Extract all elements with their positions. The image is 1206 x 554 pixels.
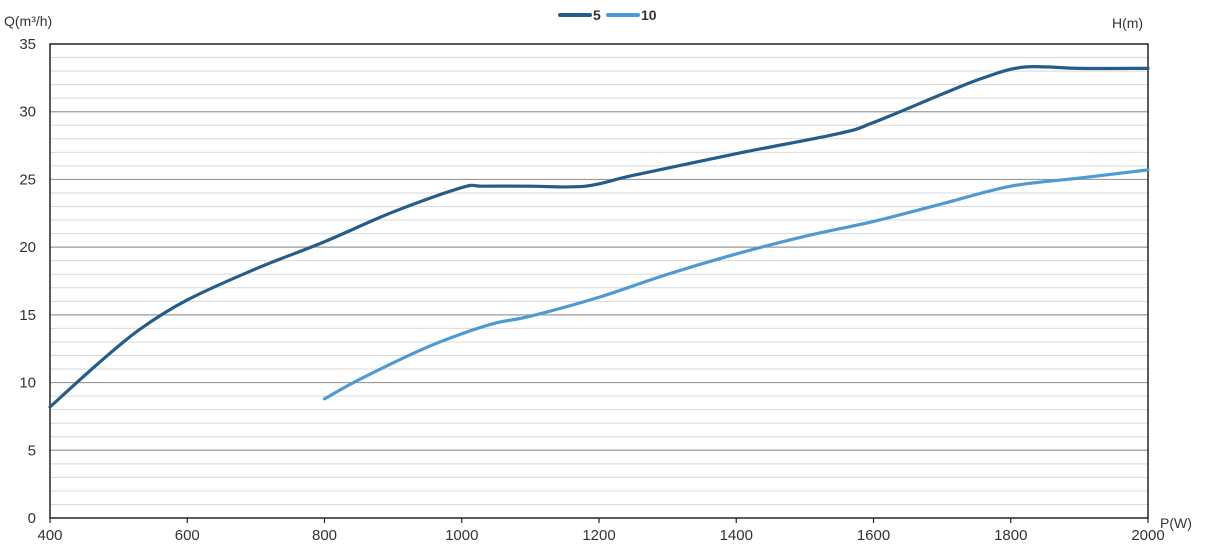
series-layer — [48, 64, 1150, 409]
y-tick-label: 15 — [19, 307, 36, 324]
x-tick-label: 600 — [175, 527, 200, 544]
x-tick-label: 1600 — [857, 527, 890, 544]
legend: 5 10 — [558, 7, 657, 23]
y-axis-ticks: 0 5 10 15 20 25 30 35 — [19, 36, 36, 527]
minor-grid — [50, 57, 1148, 505]
y-tick-label: 5 — [28, 442, 36, 459]
x-tick-label: 1200 — [582, 527, 615, 544]
y-tick-label: 10 — [19, 375, 36, 392]
y-tick-label: 20 — [19, 239, 36, 256]
x-tick-label: 1800 — [994, 527, 1027, 544]
legend-label-10: 10 — [641, 7, 657, 23]
series-line-10 — [322, 168, 1150, 401]
x-tick-label: 2000 — [1131, 527, 1164, 544]
y-tick-label: 25 — [19, 171, 36, 188]
x-axis-label: P(W) — [1160, 515, 1192, 531]
y-tick-label: 35 — [19, 36, 36, 53]
y-tick-label: 0 — [28, 510, 36, 527]
x-tick-label: 1000 — [445, 527, 478, 544]
x-tick-label: 1400 — [720, 527, 753, 544]
x-tick-label: 400 — [37, 527, 62, 544]
y-axis-right-label: H(m) — [1112, 15, 1143, 31]
legend-label-5: 5 — [593, 7, 601, 23]
plot-frame — [49, 43, 1149, 519]
series-line-5 — [48, 64, 1150, 409]
y-axis-label: Q(m³/h) — [4, 13, 52, 29]
y-tick-label: 30 — [19, 104, 36, 121]
x-tick-label: 800 — [312, 527, 337, 544]
major-grid — [50, 111, 1148, 451]
x-axis-ticks: 400 600 800 1000 1200 1400 1600 1800 2000 — [37, 518, 1165, 544]
